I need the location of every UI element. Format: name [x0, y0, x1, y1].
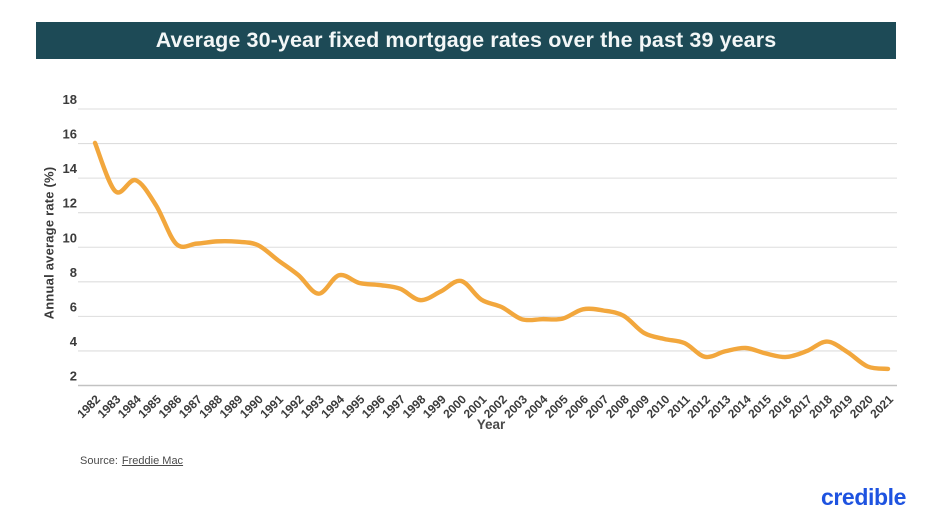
y-tick-label: 16 [63, 127, 77, 142]
source-link[interactable]: Freddie Mac [121, 455, 184, 467]
y-tick-label: 8 [70, 265, 77, 280]
source-prefix: Source: [80, 455, 118, 467]
source-note: Source: Freddie Mac [80, 455, 183, 467]
x-axis-label: Year [476, 417, 506, 432]
y-tick-label: 6 [70, 299, 77, 314]
y-tick-label: 14 [63, 161, 78, 176]
y-axis-label: Annual average rate (%) [41, 166, 57, 320]
rate-line-series [92, 140, 891, 372]
y-tick-label: 18 [63, 92, 77, 107]
x-tick-label: 2021 [867, 392, 896, 421]
y-tick-label: 4 [70, 334, 78, 349]
chart-title: Average 30-year fixed mortgage rates ove… [155, 28, 777, 52]
y-tick-label: 10 [63, 230, 77, 245]
y-tick-label: 12 [63, 196, 77, 211]
credible-logo: credible [820, 484, 906, 510]
chart-title-bar: Average 30-year fixed mortgage rates ove… [36, 22, 896, 59]
y-tick-label: 2 [70, 369, 77, 384]
